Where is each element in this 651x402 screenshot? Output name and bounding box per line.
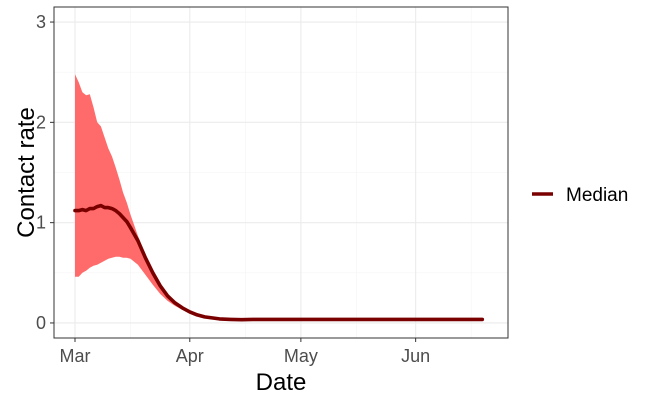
y-axis-title: Contact rate xyxy=(13,107,40,238)
legend: Median xyxy=(532,185,628,206)
y-tick-label: 0 xyxy=(36,313,46,333)
legend-label-median: Median xyxy=(566,185,628,206)
x-tick-label: Apr xyxy=(176,346,204,366)
x-tick-label: May xyxy=(284,346,318,366)
median-line-group xyxy=(73,203,485,322)
y-tick-label: 2 xyxy=(36,112,46,132)
median-line xyxy=(73,203,485,322)
x-tick-label: Jun xyxy=(401,346,430,366)
panel-border xyxy=(53,6,509,339)
y-tick-label: 1 xyxy=(36,213,46,233)
y-tick-label: 3 xyxy=(36,12,46,32)
x-tick-label: Mar xyxy=(60,346,91,366)
x-axis-title: Date xyxy=(256,369,307,396)
axis-ticks: 0 1 2 3 Mar Apr May Jun xyxy=(36,12,430,366)
